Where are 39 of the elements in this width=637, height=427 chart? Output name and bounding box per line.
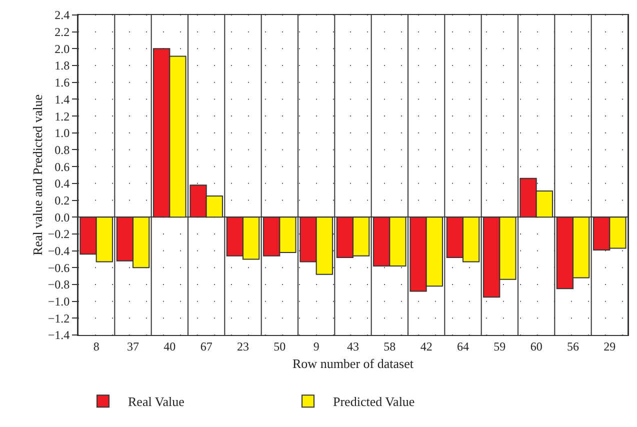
y-tick-label: −0.8 [48, 278, 70, 292]
y-tick-label: 2.2 [54, 25, 70, 40]
y-tick-label: 0.0 [54, 210, 70, 224]
x-tick-label: 50 [274, 339, 286, 354]
x-tick-label: 29 [604, 339, 616, 354]
x-tick-label: 56 [567, 339, 579, 354]
y-tick-label: 1.6 [54, 76, 70, 90]
y-tick-label: −0.2 [48, 227, 70, 242]
x-tick-label: 59 [494, 339, 506, 354]
y-tick-label: 0.2 [54, 193, 70, 208]
x-tick-label: 9 [313, 339, 320, 354]
y-tick-label: 0.8 [54, 142, 70, 157]
y-tick-label: −0.6 [48, 260, 70, 275]
x-tick-label: 37 [127, 339, 139, 354]
y-tick-label: 2.0 [54, 42, 70, 56]
y-axis-title: Real value and Predicted value [30, 94, 45, 256]
x-tick-label: 23 [237, 339, 249, 354]
y-tick-label: −1.4 [48, 328, 70, 342]
y-tick-label: 0.4 [54, 176, 70, 191]
y-tick-label: 1.2 [54, 109, 70, 124]
y-tick-label: 2.4 [54, 8, 70, 22]
legend-label: Real Value [128, 394, 185, 410]
y-tick-label: 0.6 [54, 160, 70, 174]
x-tick-label: 58 [384, 339, 396, 354]
y-tick-label: 1.0 [54, 126, 70, 140]
x-tick-label: 64 [457, 339, 469, 354]
y-tick-label: −0.4 [48, 244, 70, 258]
y-tick-label: −1.0 [48, 294, 70, 309]
x-tick-label: 40 [164, 339, 176, 354]
x-axis-title: Row number of dataset [292, 356, 414, 371]
x-tick-label: 60 [530, 339, 542, 354]
x-tick-label: 42 [420, 339, 432, 354]
x-tick-label: 8 [93, 339, 100, 354]
y-tick-label: −1.2 [48, 311, 70, 326]
x-tick-label: 43 [347, 339, 359, 354]
y-tick-label: 1.4 [54, 92, 70, 106]
y-tick-label: 1.8 [54, 58, 70, 73]
legend-label: Predicted Value [333, 394, 415, 410]
x-tick-label: 67 [200, 339, 212, 354]
